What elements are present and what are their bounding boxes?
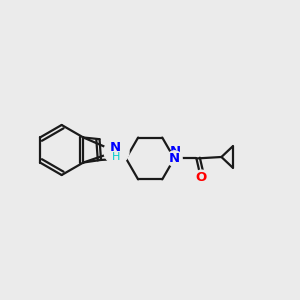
Text: N: N [169,152,180,165]
Text: H: H [112,152,120,162]
Text: N: N [110,141,121,154]
Text: O: O [195,171,206,184]
Text: N: N [170,146,182,158]
